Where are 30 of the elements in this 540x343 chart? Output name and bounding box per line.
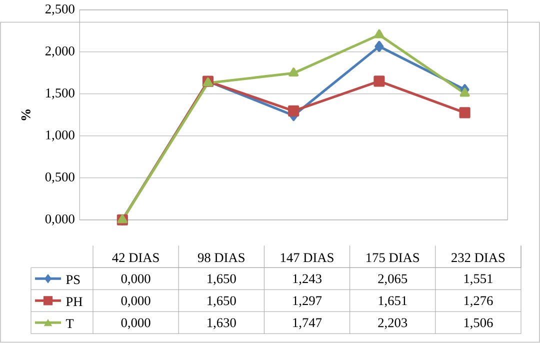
data-label: 2,203 [378,318,408,330]
data-label: 0,000 [121,318,150,330]
data-label: 1,650 [208,296,236,308]
y-tick-label: 1,000 [46,130,74,142]
legend-label: T [66,319,74,328]
data-label: 1,243 [293,274,322,286]
x-tick-label: 232 DIAS [452,253,505,262]
data-label: 1,651 [378,296,407,308]
legend-label: PS [66,275,80,284]
x-tick-label: 42 DIAS [112,253,159,262]
data-label: 1,747 [293,318,322,330]
data-label: 0,000 [121,296,150,308]
data-label: 1,650 [208,274,236,286]
y-axis-title: % [21,110,30,120]
x-tick-label: 175 DIAS [366,253,419,262]
data-label: 1,297 [293,296,322,308]
legend-label: PH [66,297,82,306]
x-tick-label: 147 DIAS [280,253,334,262]
data-label: 2,065 [378,274,408,286]
y-tick-label: 0,000 [45,214,74,226]
x-tick-label: 98 DIAS [198,253,244,262]
data-label: 1,630 [208,318,236,330]
y-tick-label: 2,500 [45,4,74,16]
data-label: 1,551 [464,274,492,286]
data-label: 1,276 [464,296,493,308]
data-label: 0,000 [121,274,150,286]
data-label: 1,506 [464,318,493,330]
y-tick-label: 1,500 [46,88,74,100]
y-tick-label: 2,000 [45,46,74,58]
y-tick-label: 0,500 [45,172,74,184]
